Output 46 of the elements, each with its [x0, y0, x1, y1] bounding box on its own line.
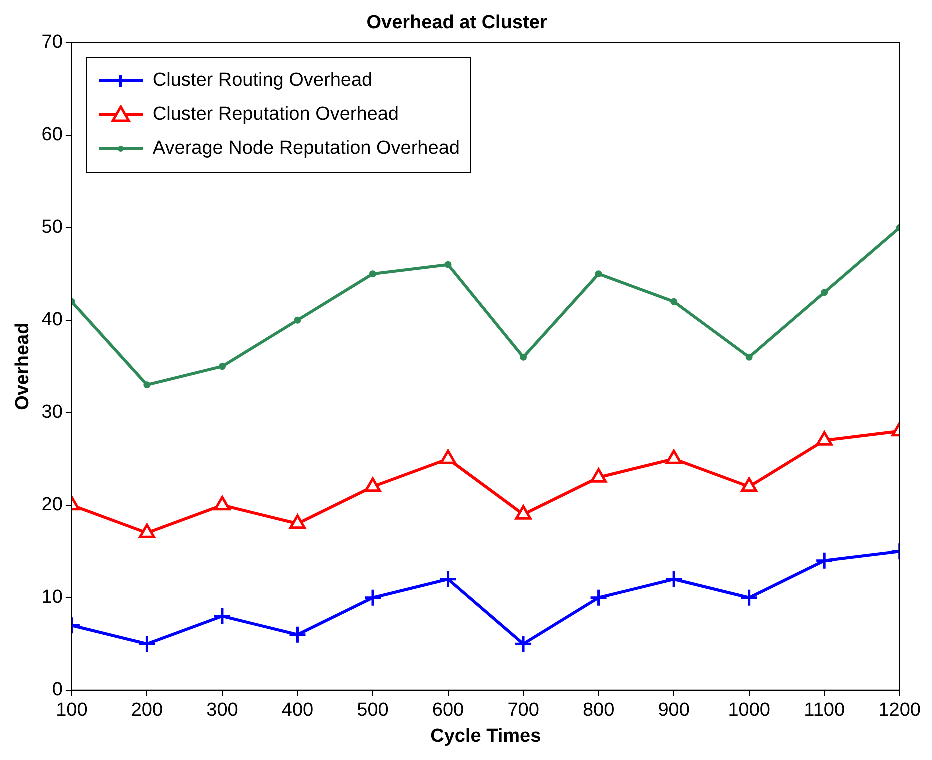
x-tick-label: 500 [357, 700, 389, 722]
y-tick-label: 30 [42, 402, 63, 424]
point [294, 316, 302, 324]
point [218, 363, 226, 370]
point [439, 570, 458, 589]
y-tick-label: 0 [52, 680, 63, 701]
point [520, 354, 528, 361]
legend-label: Cluster Reputation Overhead [152, 104, 400, 126]
point [514, 634, 533, 654]
legend-label: Cluster Routing Overhead [152, 70, 373, 92]
point [288, 626, 307, 644]
chart-title: Overhead at Cluster [366, 12, 548, 34]
y-tick-label: 20 [42, 494, 63, 516]
point [670, 298, 678, 306]
x-tick-label: 300 [206, 700, 238, 722]
point [740, 588, 759, 608]
y-axis-title: Overhead [12, 322, 34, 410]
x-tick-label: 1000 [728, 700, 770, 722]
point [664, 570, 684, 589]
x-tick-label: 400 [282, 700, 314, 722]
x-tick-label: 1200 [878, 700, 922, 722]
x-tick-label: 900 [658, 700, 690, 722]
y-tick-label: 40 [42, 310, 63, 331]
point [138, 634, 156, 654]
y-tick-label: 70 [42, 32, 63, 54]
x-tick-label: 100 [56, 700, 88, 722]
point [746, 354, 753, 361]
x-axis-title: Cycle Times [430, 726, 542, 747]
y-tick-label: 50 [42, 217, 63, 238]
point [815, 552, 834, 570]
x-tick-label: 1100 [804, 700, 846, 722]
legend-label: Average Node Reputation Overhead [152, 138, 460, 160]
x-tick-label: 600 [432, 700, 464, 722]
point [590, 588, 608, 608]
point [370, 270, 376, 278]
y-tick-label: 10 [42, 587, 63, 608]
point [821, 289, 828, 296]
x-tick-label: 700 [508, 700, 540, 722]
x-tick-label: 200 [131, 700, 164, 722]
point [595, 270, 602, 278]
point [144, 382, 151, 389]
point [364, 588, 382, 608]
point [444, 261, 452, 268]
x-tick-label: 800 [582, 700, 615, 722]
y-tick-label: 60 [42, 124, 63, 146]
point [213, 607, 232, 626]
